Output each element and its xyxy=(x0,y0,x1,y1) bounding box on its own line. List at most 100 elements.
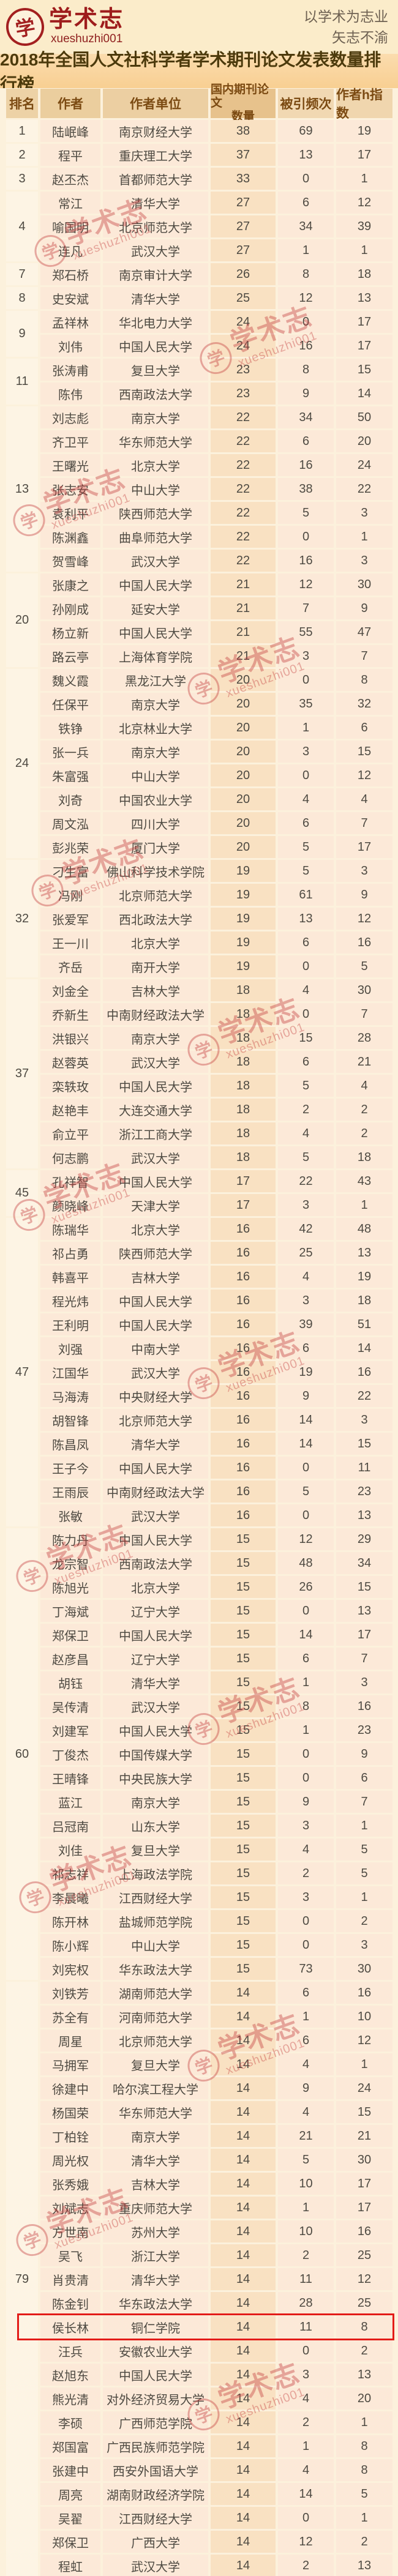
papers-cell: 14 xyxy=(211,1982,276,2004)
unit-cell: 黑龙江大学 xyxy=(103,669,208,691)
hindex-cell: 1 xyxy=(336,239,392,261)
papers-cell: 15 xyxy=(211,1743,276,1765)
papers-cell: 17 xyxy=(211,1194,276,1216)
table-row: 江国华 武汉大学 16 19 16 xyxy=(40,1361,392,1383)
table-row: 魏义霞 黑龙江大学 20 0 8 xyxy=(40,669,392,691)
table-row: 刘志彪 南京大学 22 34 50 xyxy=(40,406,392,428)
hindex-cell: 1 xyxy=(336,1194,392,1216)
hindex-cell: 47 xyxy=(336,621,392,643)
papers-cell: 14 xyxy=(211,2459,276,2481)
rank-cell: 4 xyxy=(6,192,38,261)
hindex-cell: 17 xyxy=(336,2173,392,2195)
unit-cell: 北京师范大学 xyxy=(103,2029,208,2051)
cited-cell: 2 xyxy=(278,2411,334,2433)
author-cell: 孟祥林 xyxy=(40,311,100,333)
table-row: 郑国富 广西民族师范学院 14 1 8 xyxy=(40,2435,392,2457)
cited-cell: 4 xyxy=(278,788,334,810)
table-row: 陈伟 西南政法大学 23 9 14 xyxy=(40,383,392,405)
unit-cell: 曲阜师范大学 xyxy=(103,526,208,548)
table-row: 陆岷峰 南京财经大学 38 69 19 xyxy=(40,120,392,142)
author-cell: 周文泓 xyxy=(40,812,100,834)
unit-cell: 华东政法大学 xyxy=(103,2292,208,2314)
hindex-cell: 3 xyxy=(336,1934,392,1956)
cited-cell: 3 xyxy=(278,1815,334,1837)
papers-cell: 22 xyxy=(211,502,276,524)
cited-cell: 1 xyxy=(278,2435,334,2457)
hindex-cell: 21 xyxy=(336,1051,392,1073)
unit-cell: 中国人民大学 xyxy=(103,1313,208,1335)
unit-cell: 中国人民大学 xyxy=(103,1624,208,1646)
unit-cell: 清华大学 xyxy=(103,192,208,214)
unit-cell: 上海政法学院 xyxy=(103,1862,208,1884)
hindex-cell: 1 xyxy=(336,2507,392,2529)
hindex-cell: 14 xyxy=(336,1337,392,1359)
papers-cell: 24 xyxy=(211,335,276,357)
rank-cell: 32 xyxy=(6,860,38,977)
cited-cell: 34 xyxy=(278,406,334,428)
unit-cell: 华东师范大学 xyxy=(103,430,208,452)
unit-cell: 南京财经大学 xyxy=(103,120,208,142)
papers-cell: 20 xyxy=(211,741,276,763)
hindex-cell: 18 xyxy=(336,1146,392,1168)
table-row: 汪兵 安徽农业大学 14 0 2 xyxy=(40,2340,392,2362)
cited-cell: 25 xyxy=(278,1242,334,1264)
brand-text-block: 学术志 xueshuzhi001 xyxy=(49,8,124,46)
papers-cell: 14 xyxy=(211,2173,276,2195)
hindex-cell: 30 xyxy=(336,979,392,1001)
hindex-cell: 13 xyxy=(336,1504,392,1526)
author-cell: 方世南 xyxy=(40,2220,100,2242)
papers-cell: 16 xyxy=(211,1290,276,1312)
hindex-cell: 3 xyxy=(336,1671,392,1693)
author-cell: 祁志祥 xyxy=(40,1862,100,1884)
hindex-cell: 17 xyxy=(336,836,392,858)
table-row: 郑保卫 广西大学 14 12 2 xyxy=(40,2531,392,2553)
unit-cell: 延安大学 xyxy=(103,597,208,619)
cited-cell: 3 xyxy=(278,645,334,667)
papers-cell: 14 xyxy=(211,2029,276,2051)
author-cell: 齐卫平 xyxy=(40,430,100,452)
table-row: 赵旭东 中国人民大学 14 3 13 xyxy=(40,2364,392,2386)
rank-cell: 45 xyxy=(6,1170,38,1216)
cited-cell: 5 xyxy=(278,1480,334,1503)
cited-cell: 69 xyxy=(278,120,334,142)
papers-cell: 19 xyxy=(211,860,276,882)
author-cell: 颜晓峰 xyxy=(40,1194,100,1216)
papers-cell: 22 xyxy=(211,406,276,428)
papers-cell: 23 xyxy=(211,383,276,405)
unit-cell: 华东政法大学 xyxy=(103,1958,208,1980)
hindex-cell: 15 xyxy=(336,741,392,763)
table-row: 彭兆荣 厦门大学 20 5 17 xyxy=(40,836,392,858)
unit-cell: 西南政法大学 xyxy=(103,1552,208,1574)
papers-cell: 20 xyxy=(211,764,276,786)
unit-cell: 中国人民大学 xyxy=(103,1457,208,1479)
cited-cell: 5 xyxy=(278,2149,334,2171)
unit-cell: 清华大学 xyxy=(103,2268,208,2290)
papers-cell: 15 xyxy=(211,1552,276,1574)
table-row: 陈金钊 华东政法大学 14 28 25 xyxy=(40,2292,392,2314)
cited-cell: 0 xyxy=(278,1504,334,1526)
cited-cell: 4 xyxy=(278,2387,334,2410)
table-row: 郑保卫 中国人民大学 15 14 17 xyxy=(40,1624,392,1646)
papers-cell: 15 xyxy=(211,1719,276,1741)
table-row: 赵蓉英 武汉大学 18 6 21 xyxy=(40,1051,392,1073)
table-row: 丁海斌 辽宁大学 15 0 13 xyxy=(40,1600,392,1622)
papers-cell: 14 xyxy=(211,2435,276,2457)
unit-cell: 武汉大学 xyxy=(103,1051,208,1073)
cited-cell: 0 xyxy=(278,2507,334,2529)
unit-cell: 武汉大学 xyxy=(103,550,208,572)
table-row: 王一川 北京大学 19 6 16 xyxy=(40,931,392,954)
cited-cell: 61 xyxy=(278,884,334,906)
papers-cell: 15 xyxy=(211,1695,276,1717)
table-row: 张秀娥 吉林大学 14 10 17 xyxy=(40,2173,392,2195)
papers-cell: 14 xyxy=(211,2340,276,2362)
author-cell: 刘强 xyxy=(40,1337,100,1359)
papers-cell: 27 xyxy=(211,215,276,237)
author-cell: 齐岳 xyxy=(40,955,100,977)
table-row: 陈昌凤 清华大学 16 14 15 xyxy=(40,1433,392,1455)
papers-cell: 14 xyxy=(211,2555,276,2576)
unit-cell: 北京师范大学 xyxy=(103,1409,208,1431)
table-row: 朱富强 中山大学 20 0 12 xyxy=(40,764,392,786)
hindex-cell: 29 xyxy=(336,1528,392,1550)
hindex-cell: 17 xyxy=(336,2197,392,2219)
author-cell: 刘志彪 xyxy=(40,406,100,428)
